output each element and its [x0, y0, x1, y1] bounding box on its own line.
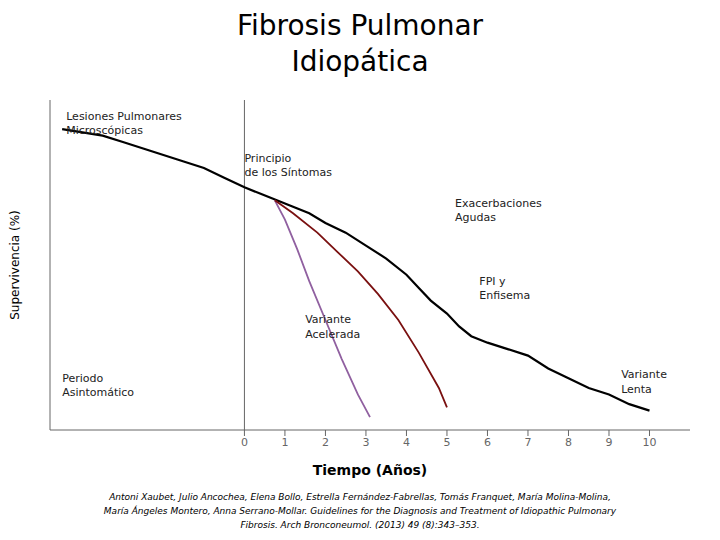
svg-text:2: 2	[322, 436, 329, 449]
svg-text:8: 8	[565, 436, 572, 449]
svg-text:6: 6	[484, 436, 491, 449]
svg-text:1: 1	[281, 436, 288, 449]
svg-text:Principiode los Síntomas: Principiode los Síntomas	[244, 152, 332, 179]
html-text:Antoni Xaubet, Julio Ancochea,: Antoni Xaubet, Julio Ancochea, Elena Bol…	[109, 492, 611, 502]
svg-text:VarianteLenta: VarianteLenta	[621, 368, 667, 395]
html-text:Fibrosis Pulmonar: Fibrosis Pulmonar	[236, 9, 484, 42]
svg-text:FPI yEnfisema: FPI yEnfisema	[479, 275, 530, 302]
svg-text:ExacerbacionesAgudas: ExacerbacionesAgudas	[455, 197, 542, 224]
svg-text:10: 10	[642, 436, 656, 449]
svg-text:PeriodoAsintomático: PeriodoAsintomático	[62, 372, 134, 399]
html-text:María Ángeles Montero, Anna Se: María Ángeles Montero, Anna Serrano-Moll…	[103, 506, 617, 516]
svg-text:VarianteAcelerada: VarianteAcelerada	[305, 313, 360, 340]
svg-text:0: 0	[241, 436, 248, 449]
svg-text:Tiempo (Años): Tiempo (Años)	[313, 462, 428, 478]
svg-text:4: 4	[403, 436, 410, 449]
svg-text:3: 3	[362, 436, 369, 449]
svg-text:Supervivencia (%): Supervivencia (%)	[8, 210, 22, 320]
svg-text:7: 7	[524, 436, 531, 449]
svg-text:5: 5	[443, 436, 450, 449]
html-text:Idiopática: Idiopática	[291, 45, 429, 78]
svg-text:9: 9	[605, 436, 612, 449]
svg-text:Lesiones PulmonaresMicroscópic: Lesiones PulmonaresMicroscópicas	[66, 110, 182, 137]
html-text:Fibrosis. Arch Bronconeumol. (: Fibrosis. Arch Bronconeumol. (2013) 49 (…	[240, 520, 480, 530]
